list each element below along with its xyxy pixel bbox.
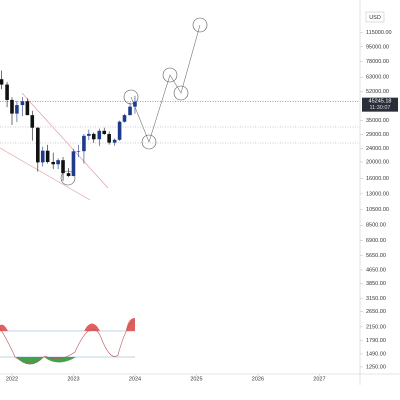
y-tick-label: 5650.00 bbox=[366, 253, 386, 259]
y-tick-label: 1490.00 bbox=[366, 351, 386, 357]
candle-body bbox=[122, 115, 127, 122]
candle-body bbox=[91, 133, 96, 140]
candle-body bbox=[51, 161, 55, 165]
oscillator-low bbox=[16, 357, 76, 365]
y-tick-label: 52000.00 bbox=[366, 89, 389, 95]
countdown: 11:30:07 bbox=[369, 105, 390, 111]
currency-box bbox=[365, 11, 385, 23]
y-tick-label: 29000.00 bbox=[366, 132, 389, 138]
y-tick-label: 1790.00 bbox=[366, 338, 386, 344]
annotation-circle bbox=[162, 67, 178, 83]
projection-path bbox=[130, 24, 201, 143]
currency: USD bbox=[369, 15, 381, 21]
y-tick-label: 16000.00 bbox=[366, 176, 389, 182]
y-tick-label: 4650.00 bbox=[366, 267, 386, 273]
candle-body bbox=[128, 106, 132, 116]
candle-body bbox=[5, 84, 9, 100]
candle-body bbox=[20, 101, 25, 106]
y-tick-label: 13000.00 bbox=[366, 191, 389, 197]
last-price: 45245.18 bbox=[369, 99, 392, 105]
candle-body bbox=[66, 173, 71, 176]
annotation-circle bbox=[123, 89, 139, 105]
y-tick-label: 63000.00 bbox=[366, 75, 389, 81]
y-tick-label: 6900.00 bbox=[366, 238, 386, 244]
candle-body bbox=[117, 121, 122, 140]
x-tick-label: 2027 bbox=[313, 376, 325, 382]
x-tick-label: 2024 bbox=[129, 376, 141, 382]
x-tick-label: 2023 bbox=[67, 376, 79, 382]
candle-body bbox=[102, 130, 107, 135]
x-tick-label: 2022 bbox=[6, 376, 18, 382]
y-tick-label: 35000.00 bbox=[366, 118, 389, 124]
y-tick-label: 10500.00 bbox=[366, 207, 389, 213]
y-tick-label: 8500.00 bbox=[366, 223, 386, 229]
candle-body bbox=[25, 101, 30, 116]
candle-body bbox=[10, 99, 14, 114]
y-tick-label: 115000.00 bbox=[366, 30, 392, 36]
wedge-line bbox=[0, 147, 91, 201]
x-tick-label: 2026 bbox=[252, 376, 264, 382]
annotation-circle bbox=[192, 17, 208, 33]
candle-body bbox=[133, 101, 137, 107]
candle-body bbox=[112, 139, 117, 143]
candle-body bbox=[61, 160, 65, 174]
y-tick-label: 20000.00 bbox=[366, 159, 389, 165]
candle-body bbox=[45, 150, 50, 162]
y-tick-label: 2650.00 bbox=[366, 309, 386, 315]
y-tick-label: 24000.00 bbox=[366, 146, 389, 152]
y-tick-label: 78000.00 bbox=[366, 59, 389, 65]
oscillator-high bbox=[0, 324, 8, 331]
annotation-circle bbox=[60, 170, 76, 186]
x-tick-label: 2025 bbox=[190, 376, 202, 382]
annotation-circle bbox=[173, 85, 189, 101]
oscillator-high bbox=[84, 323, 100, 331]
y-tick-label: 2150.00 bbox=[366, 324, 386, 330]
y-tick-label: 3150.00 bbox=[366, 296, 386, 302]
candle-body bbox=[30, 115, 35, 128]
wedge-line bbox=[21, 92, 109, 189]
candle-body bbox=[56, 160, 60, 165]
candle-body bbox=[15, 105, 19, 114]
candle-body bbox=[76, 151, 81, 152]
candle-body bbox=[40, 150, 45, 163]
oscillator-line bbox=[0, 319, 136, 363]
candle-body bbox=[36, 127, 40, 163]
candle-body bbox=[0, 79, 4, 85]
y-tick-label: 1250.00 bbox=[366, 364, 386, 370]
candle-body bbox=[107, 134, 111, 143]
y-tick-label: 3850.00 bbox=[366, 281, 386, 287]
candle-body bbox=[82, 135, 86, 152]
candle-body bbox=[71, 151, 76, 176]
annotation-circle bbox=[141, 134, 157, 150]
y-tick-label: 95000.00 bbox=[366, 44, 389, 50]
last-price-box bbox=[362, 97, 398, 112]
candle-body bbox=[87, 133, 91, 136]
candle-body bbox=[97, 130, 102, 140]
